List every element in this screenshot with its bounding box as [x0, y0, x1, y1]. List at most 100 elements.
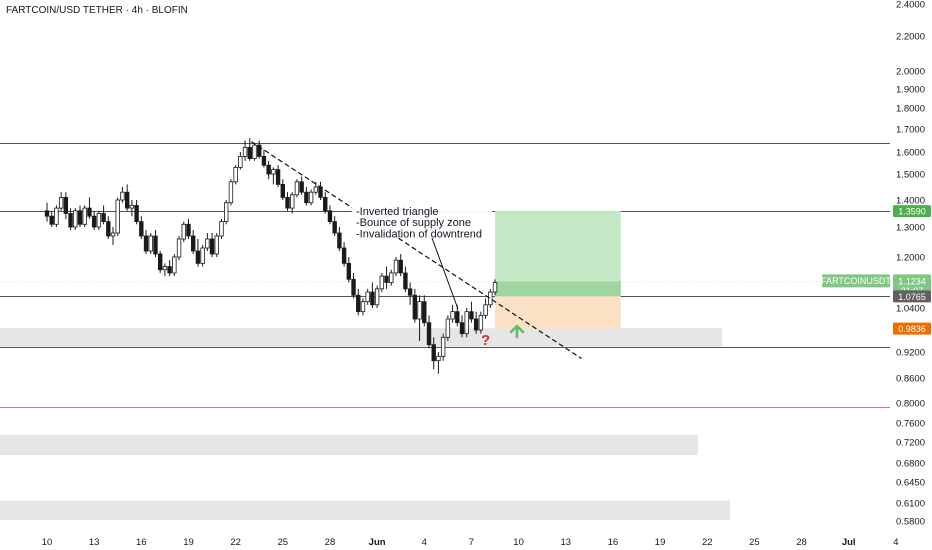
candle-body — [346, 262, 352, 280]
candle-body — [252, 144, 257, 160]
candle-body — [403, 272, 408, 290]
candle-body — [115, 199, 120, 234]
price-tick-label: 1.7000 — [896, 125, 925, 136]
candle-body — [488, 291, 493, 306]
candle-body — [148, 235, 153, 252]
candle-body — [370, 291, 375, 306]
time-tick-label: 19 — [655, 537, 666, 548]
candle-body — [176, 238, 182, 258]
entry-price-badge — [893, 290, 931, 303]
price-tick-label: 0.5800 — [896, 517, 925, 528]
time-tick-label: 16 — [608, 537, 619, 548]
entry-price-label: 1.0765 — [898, 292, 926, 302]
candle-body — [412, 294, 418, 320]
candle-body — [143, 235, 149, 252]
time-tick-label: 16 — [136, 537, 147, 548]
candle-body — [195, 250, 201, 264]
candles-layer — [44, 138, 498, 374]
candle-body — [266, 164, 271, 175]
candle-body — [101, 213, 106, 223]
candle-body — [139, 221, 144, 237]
trendline-layer[interactable] — [251, 141, 582, 360]
stop-price-badge — [893, 322, 931, 335]
candle-body — [417, 301, 422, 320]
candle-body — [492, 282, 498, 293]
downtrend-line[interactable] — [251, 141, 582, 360]
candle-body — [82, 207, 87, 225]
candle-body — [219, 221, 224, 237]
candle-body — [473, 318, 479, 331]
time-tick-label: Jun — [369, 537, 386, 548]
candle-body — [450, 311, 455, 320]
target-price-label: 1.3590 — [898, 207, 926, 217]
candle-body — [426, 322, 432, 346]
price-tick-label: 0.9200 — [896, 348, 925, 359]
price-tick-label: 0.6450 — [896, 478, 925, 489]
candle-body — [162, 266, 168, 271]
gray-zone[interactable] — [0, 434, 698, 456]
stop-zone[interactable] — [495, 296, 621, 329]
candle-body — [436, 355, 441, 362]
candle-body — [445, 318, 451, 338]
candle-body — [464, 311, 469, 335]
candle-body — [172, 256, 177, 274]
annotation-text-line: -Inverted triangle — [356, 206, 439, 218]
time-tick-label: 28 — [325, 537, 336, 548]
candle-body — [379, 275, 385, 290]
time-tick-label: 22 — [702, 537, 713, 548]
annotation-layer[interactable]: -Inverted triangle-Bounce of supply zone… — [352, 202, 525, 349]
candle-body — [356, 294, 361, 313]
candle-body — [200, 247, 205, 264]
candle-body — [124, 191, 130, 209]
price-tick-label: 0.6800 — [896, 459, 925, 470]
levels-layer — [0, 143, 890, 408]
candle-body — [351, 278, 356, 296]
candle-body — [242, 146, 248, 157]
candle-body — [469, 311, 474, 320]
price-tick-label: 1.5000 — [896, 170, 925, 181]
candle-body — [280, 183, 285, 198]
price-axis[interactable]: 2.4000 2.2000 2.0000 1.9000 1.8000 1.7000 1.60… — [896, 0, 925, 528]
candle-body — [398, 259, 403, 274]
candle-body — [407, 288, 413, 296]
candle-body — [431, 344, 436, 362]
candle-body — [294, 181, 300, 196]
time-tick-label: 4 — [893, 537, 898, 548]
candle-body — [77, 210, 83, 225]
candle-body — [73, 210, 78, 228]
price-tick-label: 1.6000 — [896, 148, 925, 159]
candle-body — [167, 266, 172, 274]
chart-title: FARTCOIN/USD TETHER · 4h · BLOFIN — [6, 5, 188, 16]
annotation-text-line: -Bounce of supply zone — [356, 217, 471, 229]
candle-body — [106, 221, 111, 237]
candle-body — [478, 314, 484, 331]
candle-body — [91, 215, 97, 228]
annotation-pointer — [431, 237, 459, 310]
candle-body — [290, 194, 295, 209]
candle-body — [247, 146, 252, 159]
candle-body — [110, 232, 116, 237]
annotation-box[interactable] — [352, 202, 492, 238]
time-tick-label: 22 — [230, 537, 241, 548]
candle-body — [389, 272, 394, 283]
price-tick-label: 2.0000 — [896, 67, 925, 78]
candle-body — [153, 235, 158, 255]
candle-body — [299, 181, 304, 193]
time-axis[interactable]: 10 13 16 19 22 25 28 Jun 4 7 10 13 16 19 22 25 28 Jul 4 — [42, 537, 899, 548]
candle-body — [308, 191, 314, 204]
candle-body — [228, 181, 234, 204]
candle-body — [304, 191, 309, 204]
candle-body — [261, 155, 267, 166]
time-tick-label: 25 — [278, 537, 289, 548]
candle-body — [44, 210, 50, 217]
long-position-tool[interactable] — [495, 211, 621, 329]
candle-body — [49, 215, 54, 225]
candle-body — [129, 204, 135, 209]
price-badges: 1.35901.123431:07FARTCOINUSDT1.07650.983… — [821, 205, 931, 335]
price-tick-label: 1.2000 — [896, 253, 925, 264]
gray-zone[interactable] — [0, 500, 730, 520]
candle-body — [393, 259, 399, 274]
gray-zone[interactable] — [0, 328, 722, 347]
candle-body — [440, 336, 446, 357]
